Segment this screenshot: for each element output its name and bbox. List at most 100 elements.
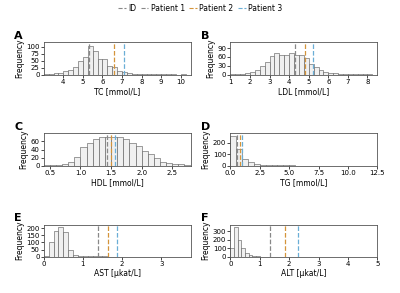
Bar	[86, 143, 93, 166]
Bar	[166, 163, 172, 166]
Bar	[279, 54, 284, 74]
Bar	[54, 231, 58, 257]
Bar	[184, 165, 190, 166]
Bar	[88, 256, 93, 257]
Bar	[333, 73, 338, 74]
Bar	[44, 256, 49, 257]
Bar	[129, 144, 136, 166]
Bar	[272, 165, 278, 166]
Bar	[68, 70, 73, 74]
Bar	[160, 162, 166, 166]
Text: A: A	[14, 31, 23, 41]
Bar	[117, 137, 123, 166]
Y-axis label: Frequency: Frequency	[206, 39, 215, 78]
Bar	[324, 72, 328, 74]
Bar	[111, 137, 117, 166]
Bar	[98, 59, 102, 74]
Bar	[250, 72, 255, 74]
X-axis label: TC [mmol/L]: TC [mmol/L]	[94, 87, 140, 96]
Bar	[107, 66, 112, 74]
Bar	[230, 248, 234, 257]
Bar	[123, 139, 129, 166]
Bar	[105, 137, 111, 166]
Bar	[93, 139, 99, 166]
Bar	[294, 54, 299, 74]
Bar	[73, 255, 78, 257]
Bar	[154, 159, 160, 166]
Bar	[260, 66, 265, 74]
Bar	[80, 147, 86, 166]
Bar	[93, 256, 98, 257]
X-axis label: LDL [mmol/L]: LDL [mmol/L]	[278, 87, 330, 96]
Bar	[265, 62, 270, 74]
Bar	[83, 256, 88, 257]
Bar	[127, 73, 132, 74]
Bar	[254, 164, 260, 166]
Bar	[304, 58, 309, 74]
Bar	[299, 55, 304, 74]
Bar	[266, 165, 272, 166]
Bar	[62, 163, 68, 166]
Y-axis label: Frequency: Frequency	[20, 130, 28, 169]
Legend: ID, Patient 1, Patient 2, Patient 3: ID, Patient 1, Patient 2, Patient 3	[115, 1, 285, 16]
Bar	[245, 73, 250, 74]
Bar	[230, 136, 236, 166]
Y-axis label: Frequency: Frequency	[202, 221, 211, 260]
Bar	[270, 56, 274, 74]
Text: C: C	[14, 122, 22, 132]
X-axis label: HDL [mmol/L]: HDL [mmol/L]	[91, 178, 144, 187]
Bar	[102, 59, 107, 74]
Bar	[255, 70, 260, 74]
Bar	[242, 248, 245, 257]
Bar	[284, 55, 289, 74]
Bar	[314, 67, 318, 74]
Bar	[74, 157, 80, 166]
X-axis label: ALT [µkat/L]: ALT [µkat/L]	[281, 269, 326, 278]
Bar	[328, 73, 333, 74]
Bar	[73, 67, 78, 74]
Bar	[234, 227, 238, 257]
Bar	[56, 165, 62, 166]
Bar	[242, 159, 248, 166]
Bar	[54, 73, 58, 74]
Bar	[49, 242, 54, 257]
Bar	[63, 232, 68, 257]
Bar	[78, 61, 83, 74]
Bar	[245, 253, 249, 257]
Bar	[58, 227, 63, 257]
Bar	[83, 57, 88, 74]
Y-axis label: Frequency: Frequency	[15, 221, 24, 260]
Text: F: F	[201, 213, 208, 223]
Bar	[50, 165, 56, 166]
Bar	[278, 165, 283, 166]
Bar	[248, 162, 254, 166]
Bar	[142, 151, 148, 166]
Text: E: E	[14, 213, 22, 223]
X-axis label: AST [µkat/L]: AST [µkat/L]	[94, 269, 141, 278]
Text: D: D	[201, 122, 210, 132]
Bar	[178, 164, 184, 166]
Bar	[236, 149, 242, 166]
Bar	[68, 162, 74, 166]
Bar	[58, 73, 63, 74]
Bar	[112, 67, 117, 74]
Bar	[93, 51, 98, 74]
Bar	[117, 71, 122, 74]
Bar	[274, 52, 279, 74]
Bar	[172, 163, 178, 166]
Bar	[136, 146, 142, 166]
Bar	[318, 70, 324, 74]
Bar	[88, 46, 93, 74]
Bar	[289, 53, 294, 74]
Bar	[252, 256, 256, 257]
Bar	[78, 256, 83, 257]
Bar	[44, 165, 50, 166]
Bar	[260, 165, 266, 166]
Bar	[63, 71, 68, 74]
Bar	[68, 250, 73, 257]
Bar	[148, 154, 154, 166]
X-axis label: TG [mmol/L]: TG [mmol/L]	[280, 178, 328, 187]
Bar	[238, 240, 242, 257]
Bar	[99, 137, 105, 166]
Bar	[249, 255, 252, 257]
